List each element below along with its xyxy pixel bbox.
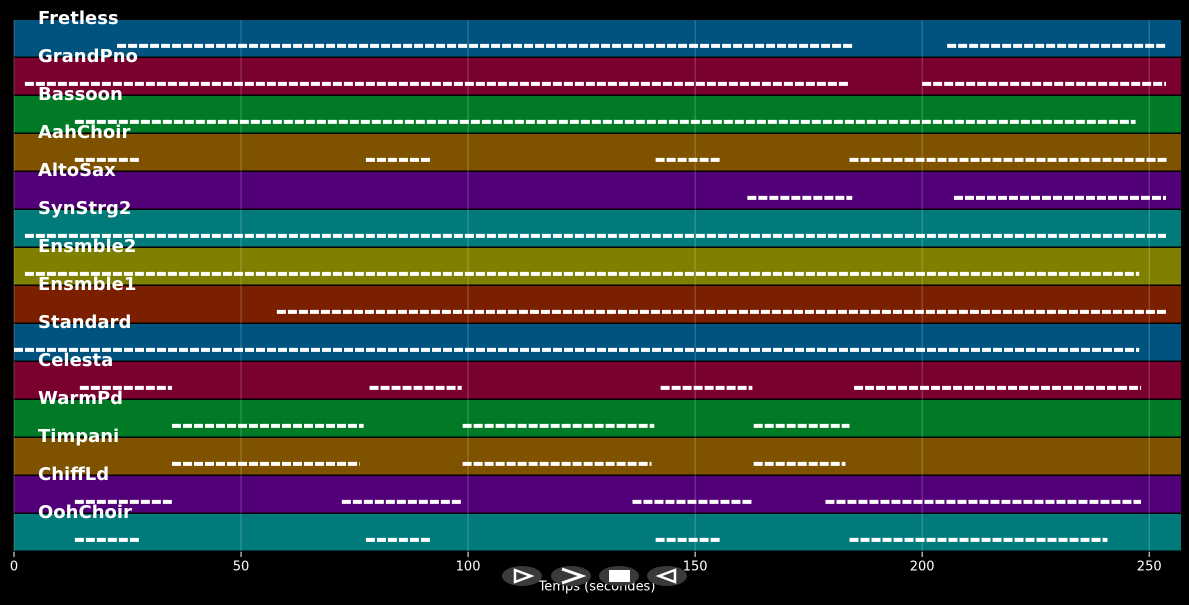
track-label: WarmPd: [38, 388, 123, 409]
track-label: ChiffLd: [38, 464, 109, 485]
track-label: Ensmble2: [38, 236, 136, 257]
x-tick-label: 50: [233, 560, 250, 575]
track-label: Ensmble1: [38, 274, 136, 295]
track-row: [14, 96, 1181, 133]
overlay: Fretless GrandPno Bassoon AahChoir AltoSax Sy…: [38, 8, 138, 523]
x-tick-label: 250: [1137, 560, 1162, 575]
track-label: Bassoon: [38, 84, 123, 105]
button-back[interactable]: [647, 566, 687, 586]
track-row: [14, 286, 1181, 323]
track-row: [14, 172, 1181, 209]
track-row: [14, 362, 1181, 399]
x-tick-label: 100: [456, 560, 481, 575]
button-forward[interactable]: [551, 566, 591, 586]
track-row: [14, 476, 1181, 513]
track-row: [14, 248, 1181, 285]
track-row: [14, 20, 1181, 57]
rows: [13, 20, 1181, 552]
button-stop[interactable]: [599, 566, 639, 586]
track-row: [14, 400, 1181, 437]
track-label: SynStrg2: [38, 198, 131, 219]
track-label: Celesta: [38, 350, 113, 371]
track-row: [14, 210, 1181, 247]
track-label: Timpani: [38, 426, 119, 447]
track-row: [14, 514, 1181, 551]
x-tick-label: 0: [10, 560, 18, 575]
button-play[interactable]: [502, 566, 542, 586]
x-tick-label: 200: [910, 560, 935, 575]
track-label: Fretless: [38, 8, 119, 29]
track-row: [14, 134, 1181, 171]
track-row: [14, 438, 1181, 475]
track-row: [14, 324, 1181, 361]
track-label: OohChoir: [38, 502, 132, 523]
x-tick-label: 150: [683, 560, 708, 575]
track-label: AahChoir: [38, 122, 130, 143]
track-row: [14, 58, 1181, 95]
track-label: Standard: [38, 312, 131, 333]
track-label: GrandPno: [38, 46, 138, 67]
track-label: AltoSax: [38, 160, 116, 181]
controls: [502, 566, 687, 586]
